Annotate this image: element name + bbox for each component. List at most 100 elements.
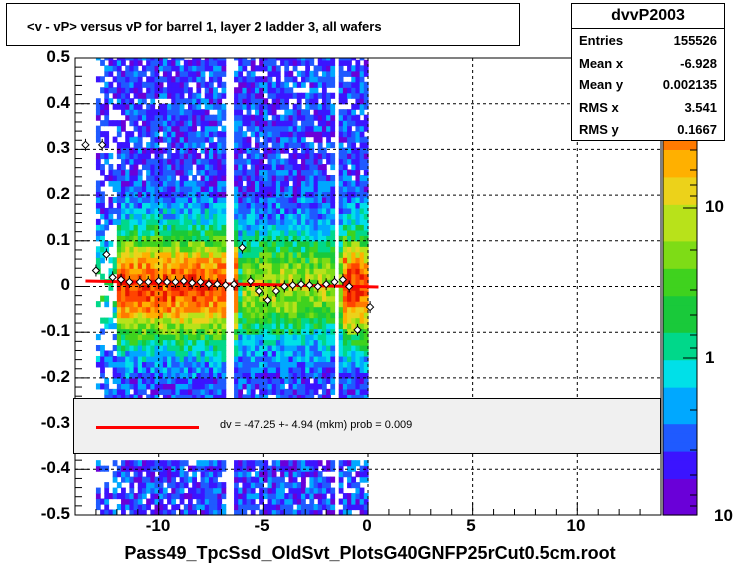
- heatmap-cell: [234, 235, 239, 242]
- heatmap-cell: [355, 224, 361, 231]
- heatmap-cell: [213, 240, 218, 247]
- heatmap-cell: [192, 504, 197, 511]
- heatmap-cell: [238, 202, 244, 209]
- heatmap-cell: [204, 482, 210, 489]
- heatmap-cell: [280, 290, 285, 297]
- heatmap-cell: [242, 240, 248, 247]
- heatmap-cell: [196, 76, 202, 83]
- heatmap-cell: [330, 273, 336, 280]
- heatmap-cell: [296, 98, 302, 105]
- heatmap-cell: [137, 509, 143, 515]
- heatmap-cell: [305, 65, 310, 72]
- heatmap-cell: [292, 180, 298, 187]
- heatmap-cell: [309, 147, 315, 154]
- heatmap-cell: [234, 355, 239, 363]
- heatmap-cell: [133, 164, 139, 171]
- heatmap-cell: [292, 334, 298, 341]
- heatmap-cell: [196, 328, 202, 335]
- profile-point: [229, 280, 239, 289]
- heatmap-cell: [150, 131, 156, 138]
- heatmap-cell: [351, 290, 357, 297]
- heatmap-cell: [342, 372, 348, 379]
- heatmap-cell: [158, 306, 164, 313]
- heatmap-cell: [342, 471, 348, 478]
- heatmap-cell: [259, 218, 264, 225]
- heatmap-cell: [234, 147, 239, 154]
- heatmap-cell: [171, 355, 177, 363]
- heatmap-cell: [171, 487, 177, 494]
- heatmap-cell: [242, 350, 248, 357]
- heatmap-cell: [116, 504, 122, 511]
- heatmap-cell: [112, 59, 118, 66]
- heatmap-cell: [296, 323, 302, 330]
- heatmap-cell: [301, 207, 306, 214]
- heatmap-cell: [275, 153, 281, 160]
- heatmap-cell: [363, 312, 369, 319]
- heatmap-cell: [183, 98, 189, 105]
- heatmap-cell: [363, 142, 369, 149]
- heatmap-cell: [347, 142, 352, 149]
- heatmap-cell: [280, 394, 285, 401]
- heatmap-cell: [313, 350, 319, 357]
- heatmap-cell: [321, 213, 327, 220]
- heatmap-cell: [204, 164, 210, 171]
- heatmap-cell: [234, 196, 239, 204]
- heatmap-cell: [141, 355, 147, 363]
- heatmap-cell: [284, 59, 290, 66]
- heatmap-cell: [196, 377, 202, 384]
- heatmap-cell: [204, 509, 210, 515]
- heatmap-cell: [338, 251, 344, 258]
- heatmap-cell: [271, 257, 277, 264]
- heatmap-cell: [359, 366, 365, 374]
- heatmap-cell: [167, 70, 172, 77]
- heatmap-cell: [363, 493, 369, 500]
- heatmap-cell: [234, 476, 239, 483]
- heatmap-cell: [112, 323, 118, 330]
- heatmap-cell: [238, 388, 244, 395]
- heatmap-cell: [242, 174, 248, 182]
- heatmap-cell: [200, 251, 206, 258]
- heatmap-cell: [321, 207, 327, 214]
- heatmap-cell: [146, 120, 151, 127]
- heatmap-cell: [234, 229, 239, 236]
- heatmap-cell: [175, 114, 181, 121]
- heatmap-cell: [192, 58, 197, 61]
- heatmap-cell: [179, 377, 185, 384]
- heatmap-cell: [116, 125, 122, 132]
- heatmap-cell: [363, 185, 369, 193]
- heatmap-cell: [200, 312, 206, 319]
- heatmap-cell: [129, 235, 135, 242]
- heatmap-cell: [280, 262, 285, 269]
- heatmap-cell: [359, 465, 365, 472]
- heatmap-cell: [342, 70, 348, 77]
- heatmap-cell: [217, 92, 223, 99]
- heatmap-cell: [271, 131, 277, 138]
- heatmap-cell: [208, 301, 214, 308]
- heatmap-cell: [238, 58, 244, 61]
- heatmap-cell: [175, 169, 181, 176]
- heatmap-cell: [217, 339, 223, 346]
- heatmap-cell: [359, 509, 365, 515]
- heatmap-cell: [150, 158, 156, 165]
- heatmap-cell: [317, 180, 323, 187]
- heatmap-cell: [158, 312, 164, 319]
- heatmap-cell: [301, 158, 306, 165]
- heatmap-cell: [112, 169, 118, 176]
- heatmap-cell: [175, 388, 181, 395]
- heatmap-cell: [213, 202, 218, 209]
- heatmap-cell: [313, 191, 319, 198]
- heatmap-cell: [275, 125, 281, 132]
- heatmap-cell: [200, 125, 206, 132]
- heatmap-cell: [116, 328, 122, 335]
- heatmap-cell: [141, 196, 147, 204]
- heatmap-cell: [108, 174, 114, 182]
- heatmap-cell: [141, 114, 147, 121]
- heatmap-cell: [116, 372, 122, 379]
- heatmap-cell: [146, 482, 151, 489]
- heatmap-cell: [321, 372, 327, 379]
- heatmap-cell: [305, 394, 310, 401]
- heatmap-cell: [154, 202, 160, 209]
- heatmap-cell: [321, 487, 327, 494]
- heatmap-cell: [171, 372, 177, 379]
- heatmap-cell: [238, 498, 244, 505]
